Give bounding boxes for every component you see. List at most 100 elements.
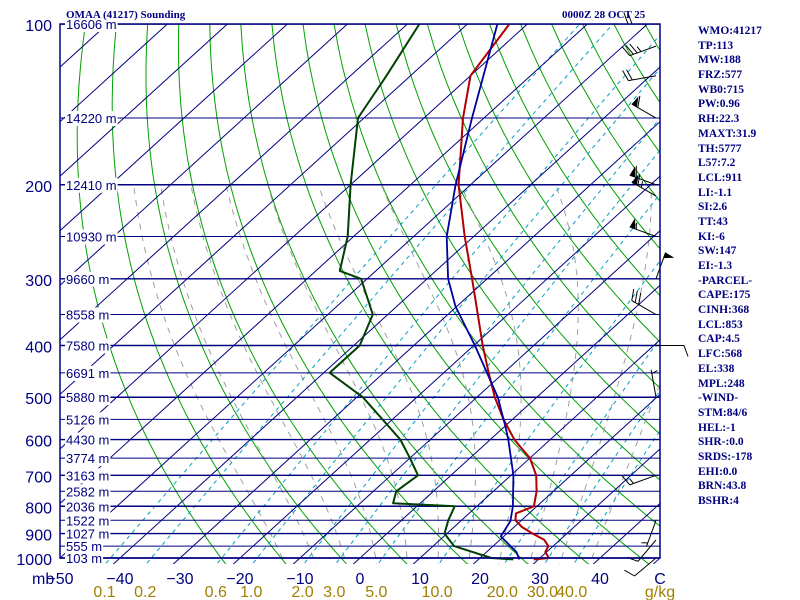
- height-label-bg: [65, 499, 111, 515]
- pressure-unit: mb: [32, 571, 54, 588]
- height-label-bg: [65, 271, 111, 287]
- height-label: 7580 m: [66, 339, 109, 354]
- barb-full: [629, 43, 638, 54]
- moist-adiabat: [190, 184, 347, 564]
- wind-barb: [656, 345, 689, 357]
- height-label-bg: [65, 513, 111, 529]
- barb-shaft: [645, 520, 657, 547]
- pressure-tick-label: 400: [25, 340, 52, 357]
- mixing-ratio-line: [104, 24, 581, 564]
- height-label: 8558 m: [66, 308, 109, 323]
- height-label-bg: [65, 484, 111, 500]
- index-line: L57:7.2: [698, 157, 736, 170]
- index-line: MPL:248: [698, 377, 745, 390]
- barb-shaft: [655, 252, 667, 279]
- mixing-ratio-label: 20.0: [487, 584, 518, 600]
- temperature-tick-label: −30: [166, 571, 193, 588]
- index-line: MW:188: [698, 54, 741, 67]
- station-title: OMAA (41217) Sounding: [66, 9, 186, 21]
- dewpoint-trace: [328, 24, 514, 561]
- height-label: 1027 m: [66, 527, 109, 542]
- height-label-bg: [65, 432, 111, 448]
- mixing-ratio-label: 2.0: [291, 584, 313, 600]
- barb-full: [683, 345, 689, 357]
- pressure-tick-label: 200: [25, 179, 52, 196]
- pressure-tick-label: 1000: [16, 552, 52, 569]
- isotherm: [532, 448, 660, 564]
- isotherm: [60, 24, 649, 559]
- height-label: 9660 m: [66, 272, 109, 287]
- height-label: 2582 m: [66, 484, 109, 499]
- index-line: TP:113: [698, 39, 734, 52]
- isotherm: [292, 230, 660, 564]
- height-label: 16606 m: [66, 17, 117, 32]
- wind-barbs: [621, 12, 689, 577]
- dry-adiabat: [426, 24, 660, 389]
- moist-adiabat: [317, 184, 439, 564]
- height-label: 3163 m: [66, 468, 109, 483]
- height-label-bg: [65, 338, 111, 354]
- mixing-ratio-line: [503, 337, 660, 564]
- barb-full: [637, 173, 641, 186]
- barb-half: [635, 222, 637, 230]
- index-line: PW:0.96: [698, 98, 740, 111]
- mixing-ratio-line: [438, 260, 660, 564]
- pressure-tick-label: 300: [25, 273, 52, 290]
- index-line: STM:84/6: [698, 406, 748, 419]
- parcel-trace: [445, 24, 521, 560]
- mixing-ratio-label: 0.6: [205, 584, 227, 600]
- height-label: 10930 m: [66, 229, 117, 244]
- moist-adiabat: [267, 184, 408, 564]
- dry-adiabat: [177, 24, 408, 564]
- dry-adiabat: [457, 24, 660, 343]
- index-line: LI:-1.1: [698, 186, 733, 199]
- index-line: KI:-6: [698, 230, 725, 243]
- height-label: 6691 m: [66, 366, 109, 381]
- height-label-bg: [65, 17, 118, 32]
- height-label: 12410 m: [66, 178, 117, 193]
- index-line: CINH:368: [698, 304, 750, 317]
- index-line: SI:2.6: [698, 201, 728, 214]
- barb-half: [651, 370, 658, 375]
- index-line: LFC:568: [698, 348, 743, 361]
- index-line: LCL:911: [698, 171, 743, 184]
- barb-full: [621, 475, 631, 486]
- temperature-tick-label: 40: [591, 571, 609, 588]
- barb-pennant: [629, 166, 636, 178]
- isotherm: [60, 24, 469, 396]
- height-label-bg: [65, 412, 111, 428]
- temperature-tick-label: 30: [531, 571, 549, 588]
- temperature-tick-label: 10: [411, 571, 429, 588]
- index-line: SW:147: [698, 245, 737, 258]
- pressure-tick-label: 500: [25, 391, 52, 408]
- height-label: 5126 m: [66, 412, 109, 427]
- barb-half: [641, 542, 648, 544]
- thermo-grid: [60, 24, 660, 564]
- index-line: CAPE:175: [698, 289, 751, 302]
- barb-full: [624, 569, 635, 577]
- barb-shaft: [629, 174, 657, 186]
- barb-full: [635, 165, 637, 178]
- index-line: EL:338: [698, 362, 735, 375]
- barb-half: [636, 46, 642, 52]
- pressure-tick-label: 800: [25, 500, 52, 517]
- mixing-ratio-line: [216, 34, 660, 564]
- mixing-ratio-label: 30.0: [527, 584, 558, 600]
- isotherm: [60, 24, 349, 286]
- dry-adiabat: [395, 24, 660, 435]
- moist-adiabat: [528, 184, 579, 564]
- sounding-time: 0000Z 28 OCT 25: [562, 9, 646, 21]
- moist-adiabat: [380, 184, 476, 564]
- wind-barb: [626, 539, 657, 562]
- barb-full: [626, 69, 633, 81]
- moist-adiabat: [460, 184, 522, 564]
- mixing-ratio-label: 3.0: [323, 584, 345, 600]
- barb-full: [634, 290, 638, 303]
- barb-pennant: [629, 218, 636, 229]
- plot-frame: [59, 23, 661, 559]
- barb-pennant: [631, 96, 639, 108]
- mixing-ratio-line: [251, 67, 660, 564]
- wind-barb: [622, 69, 657, 82]
- mixing-ratio-label: 0.2: [134, 584, 156, 600]
